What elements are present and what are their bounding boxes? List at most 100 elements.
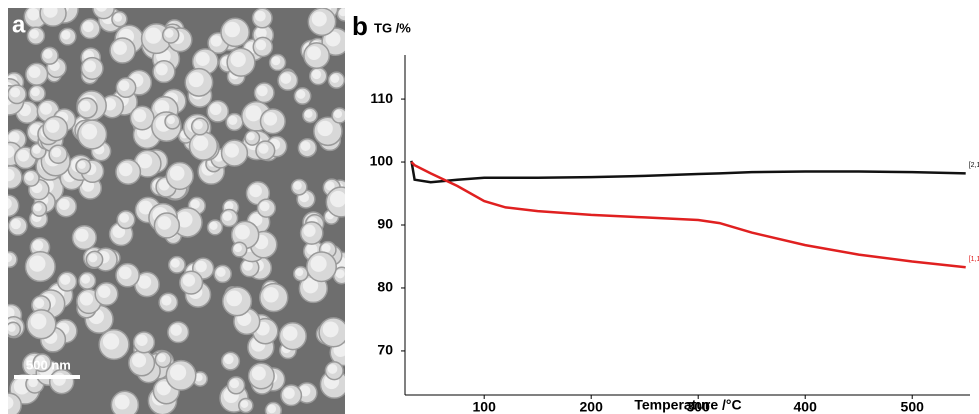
particle-highlight: [40, 102, 52, 115]
y-tick-label: 70: [377, 342, 393, 358]
particle-highlight: [112, 225, 126, 238]
particle-highlight: [79, 100, 91, 112]
particle-highlight: [34, 298, 45, 309]
particle-highlight: [300, 141, 311, 152]
particle-highlight: [132, 353, 147, 368]
particle-highlight: [77, 160, 86, 169]
particle-highlight: [304, 109, 313, 118]
particle-highlight: [254, 10, 266, 22]
particle-highlight: [35, 356, 46, 366]
particle-highlight: [169, 364, 187, 381]
particle-highlight: [29, 29, 39, 39]
particle-highlight: [210, 35, 222, 47]
particle-highlight: [155, 63, 168, 76]
x-tick-label: 500: [901, 399, 925, 414]
particle-highlight: [255, 39, 267, 51]
particle-highlight: [118, 80, 130, 91]
particle-highlight: [303, 224, 316, 237]
particle-highlight: [30, 313, 47, 330]
particle-highlight: [158, 179, 170, 191]
particle-highlight: [46, 119, 60, 133]
particle-highlight: [226, 290, 243, 307]
particle-highlight: [192, 135, 209, 151]
particle-highlight: [58, 198, 70, 211]
particle-highlight: [228, 115, 238, 125]
particle-highlight: [311, 69, 322, 80]
particle-highlight: [157, 353, 166, 363]
particle-highlight: [51, 147, 62, 158]
particle-highlight: [321, 243, 331, 253]
panel-label: b: [352, 11, 368, 41]
particle-highlight: [61, 30, 71, 40]
particle-highlight: [33, 203, 42, 212]
particle-highlight: [306, 243, 318, 255]
line-series: [410, 161, 966, 269]
particle-highlight: [317, 120, 333, 137]
particle-highlight: [224, 143, 239, 158]
x-tick-label: 400: [794, 399, 818, 414]
particle-highlight: [259, 201, 270, 212]
particle-highlight: [29, 255, 46, 272]
particle-highlight: [222, 211, 233, 222]
particle-highlight: [169, 165, 185, 181]
particle-highlight: [157, 216, 172, 230]
particle-highlight: [32, 145, 41, 154]
particle-highlight: [282, 326, 298, 341]
particle-highlight: [327, 364, 338, 374]
particle-highlight: [296, 89, 306, 99]
particle-highlight: [209, 103, 222, 116]
particle-highlight: [28, 377, 38, 388]
particle-highlight: [27, 8, 40, 21]
particle-highlight: [250, 213, 263, 227]
particle-highlight: [81, 274, 91, 284]
x-axis-label: Temperature /°C: [634, 397, 741, 413]
particle-highlight: [242, 260, 253, 271]
particle-highlight: [216, 267, 226, 277]
particle-highlight: [8, 132, 20, 143]
particle-highlight: [161, 295, 172, 306]
particle-highlight: [176, 211, 193, 228]
particle-highlight: [188, 72, 204, 88]
particle-highlight: [240, 400, 249, 408]
particle-highlight: [8, 198, 12, 210]
particle-highlight: [325, 181, 335, 191]
particle-highlight: [258, 143, 269, 154]
particle-highlight: [256, 85, 268, 97]
y-tick-label: 110: [370, 90, 393, 106]
particle-highlight: [84, 60, 96, 73]
particle-highlight: [271, 56, 281, 66]
particle-highlight: [8, 307, 15, 319]
particle-highlight: [251, 366, 266, 381]
particle-highlight: [138, 200, 153, 215]
particle-highlight: [224, 21, 241, 38]
x-tick-label: 100: [473, 399, 497, 414]
particle-highlight: [330, 74, 340, 83]
particle-highlight: [224, 201, 234, 211]
particle-highlight: [170, 324, 182, 336]
particle-highlight: [30, 87, 40, 97]
particle-highlight: [229, 378, 240, 389]
particle-highlight: [209, 221, 218, 230]
particle-highlight: [295, 268, 304, 277]
series-label: [2,1]: [969, 162, 979, 169]
particle-highlight: [311, 11, 327, 27]
particle-highlight: [335, 269, 345, 279]
particle-highlight: [280, 73, 292, 84]
particle-highlight: [114, 394, 130, 410]
particle-highlight: [8, 253, 12, 263]
panel-label: a: [12, 11, 26, 38]
particle-highlight: [60, 274, 71, 285]
particle-highlight: [98, 285, 111, 298]
y-axis-label: TG /%: [374, 20, 411, 35]
particle-highlight: [133, 109, 147, 123]
particle-highlight: [137, 275, 152, 289]
particle-highlight: [118, 266, 132, 280]
particle-highlight: [96, 8, 107, 12]
particle-highlight: [190, 199, 200, 209]
particle-highlight: [307, 46, 322, 61]
particle-highlight: [17, 149, 30, 162]
particle-highlight: [88, 253, 98, 263]
particle-highlight: [182, 274, 196, 287]
